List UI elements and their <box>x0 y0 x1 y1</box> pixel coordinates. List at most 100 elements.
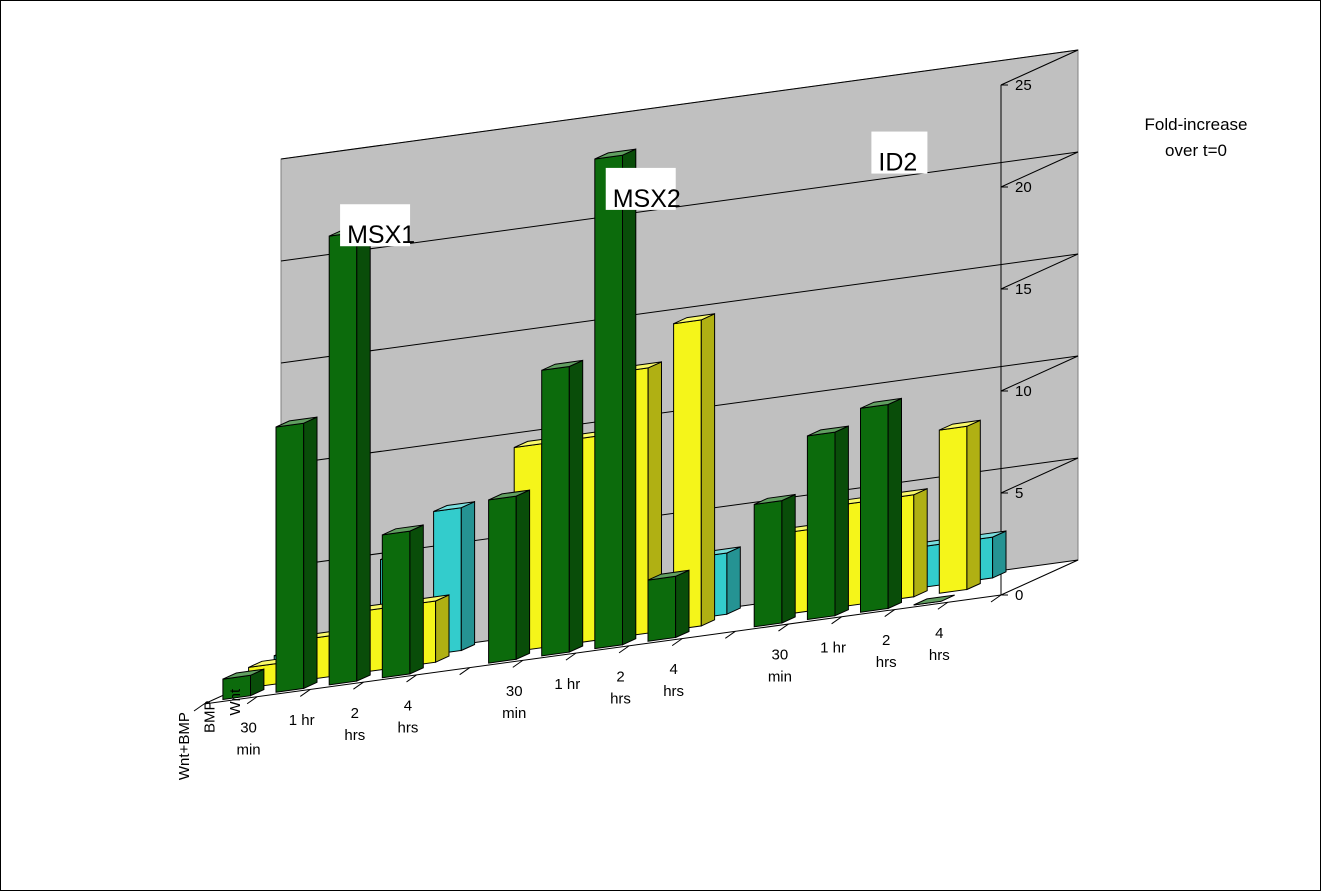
series-label: Wnt+BMP <box>176 712 193 780</box>
bar-front <box>647 575 677 642</box>
value-axis-tick-label: 15 <box>1015 281 1032 298</box>
bar-top <box>939 419 981 431</box>
bar-side <box>834 425 849 617</box>
category-axis-tick <box>618 645 630 654</box>
bar-top <box>753 494 796 505</box>
bar-top <box>541 359 583 371</box>
bar-front <box>275 422 305 693</box>
category-tick-label: 4 <box>404 698 412 715</box>
bar-side <box>887 397 902 610</box>
bar <box>647 569 690 642</box>
value-axis-tick-label: 10 <box>1015 383 1032 400</box>
bar-side <box>700 313 716 627</box>
value-axis-tick-label: 5 <box>1015 485 1023 502</box>
bar-side <box>568 359 584 653</box>
bar-top <box>488 489 530 501</box>
category-tick-label: 4 <box>669 661 677 678</box>
bar <box>806 425 849 621</box>
bar <box>753 493 796 628</box>
bar-top <box>382 524 424 536</box>
gene-label-box <box>871 131 928 174</box>
category-axis-tick <box>831 616 842 625</box>
category-tick-label: 2 <box>616 669 624 686</box>
category-tick-label: min <box>236 741 260 758</box>
y-axis-label: over t=0 <box>1165 141 1227 160</box>
bar-side <box>675 569 690 639</box>
category-axis-tick <box>671 638 683 647</box>
category-tick-label: 2 <box>351 705 359 722</box>
bar-side <box>992 530 1007 579</box>
gene-label: MSX1 <box>347 221 415 249</box>
value-axis-tick-label: 20 <box>1015 179 1032 196</box>
category-tick-label: hrs <box>876 654 897 671</box>
bar <box>594 148 637 650</box>
category-axis-tick <box>353 681 364 690</box>
bar-top <box>275 416 318 428</box>
category-tick-label: min <box>502 705 526 722</box>
category-tick-label: 4 <box>935 625 943 642</box>
bar-side <box>356 225 371 682</box>
bar-front <box>806 431 836 621</box>
bar-front <box>488 495 517 664</box>
bar <box>673 313 716 631</box>
gridline <box>280 253 1079 364</box>
bar-front <box>938 425 968 594</box>
bar-top <box>807 425 849 437</box>
bar <box>433 500 476 655</box>
bar-top <box>860 397 902 409</box>
bar-top <box>913 594 955 606</box>
bar <box>328 225 371 686</box>
category-tick-label: hrs <box>610 691 631 708</box>
bar <box>938 419 981 594</box>
category-tick-label: 1 hr <box>554 676 580 693</box>
bar-front <box>541 365 570 657</box>
category-axis-tick <box>406 674 417 683</box>
gene-label: ID2 <box>878 149 917 177</box>
bar <box>222 668 265 701</box>
bar-side <box>781 493 796 624</box>
category-axis-tick <box>725 630 736 639</box>
gridline <box>280 151 1079 262</box>
bar-top <box>433 501 475 512</box>
bar-front <box>328 231 358 686</box>
bar-top <box>594 148 637 160</box>
bar-top <box>222 668 265 680</box>
bar <box>913 594 955 606</box>
category-tick-label: 30 <box>506 683 523 700</box>
bar <box>488 489 531 664</box>
value-axis-tick-label: 0 <box>1015 587 1023 604</box>
bar-side <box>409 524 424 675</box>
category-tick-label: 30 <box>240 719 257 736</box>
bar-top <box>647 569 690 581</box>
bar-front <box>381 530 411 679</box>
side-wall <box>1000 49 1079 596</box>
gene-label-box <box>340 204 411 247</box>
category-tick-label: hrs <box>663 683 684 700</box>
category-axis-tick <box>246 696 258 705</box>
bar-side <box>435 594 450 663</box>
y-axis-label: Fold-increase <box>1145 115 1248 134</box>
category-tick-label: 2 <box>882 632 890 649</box>
bar <box>275 416 318 693</box>
category-axis-tick <box>937 601 949 610</box>
bar-front <box>753 500 783 628</box>
bar-side <box>303 416 318 690</box>
bar-front <box>860 403 889 613</box>
gridline <box>280 49 1079 160</box>
category-tick-label: hrs <box>344 727 365 744</box>
bar-side <box>966 419 981 591</box>
category-axis-tick <box>193 703 205 712</box>
category-tick-label: 30 <box>772 647 789 664</box>
category-axis-tick <box>565 652 577 661</box>
bar-top <box>673 313 715 325</box>
category-axis-tick <box>512 659 524 668</box>
series-label: Wnt <box>227 688 244 716</box>
category-tick-label: 1 hr <box>820 639 846 656</box>
category-axis-tick <box>459 667 470 676</box>
bar-front <box>594 154 623 650</box>
bar <box>541 359 584 657</box>
category-tick-label: min <box>768 669 792 686</box>
bar-side <box>726 546 741 615</box>
